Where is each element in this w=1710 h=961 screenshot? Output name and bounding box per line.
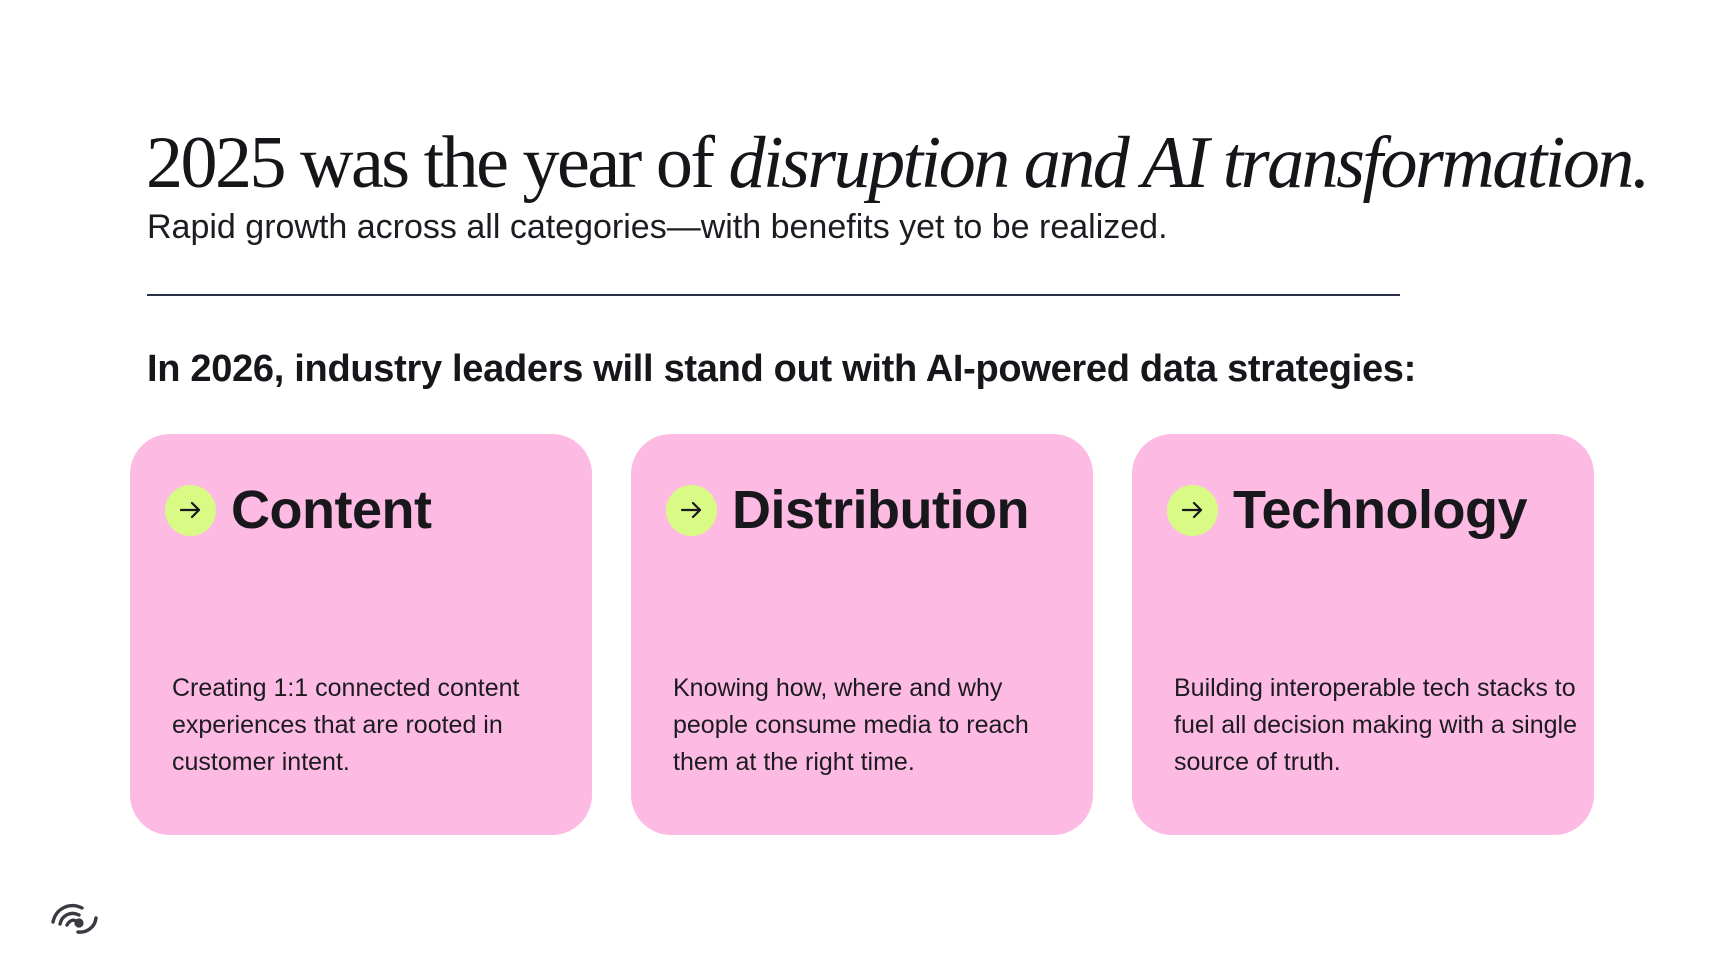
subheadline: Rapid growth across all categories—with … bbox=[147, 208, 1168, 246]
card-content: Content Creating 1:1 connected content e… bbox=[130, 434, 592, 835]
card-title: Content bbox=[231, 480, 432, 540]
headline-italic: disruption and AI transformation. bbox=[728, 122, 1650, 204]
arrow-right-icon bbox=[1167, 484, 1218, 536]
card-technology: Technology Building interoperable tech s… bbox=[1132, 434, 1594, 835]
card-header: Technology bbox=[1167, 478, 1528, 542]
headline-plain: 2025 was the year of bbox=[146, 122, 729, 204]
card-title: Distribution bbox=[732, 480, 1029, 540]
card-description: Creating 1:1 connected content experienc… bbox=[172, 674, 520, 776]
arrow-right-icon bbox=[666, 484, 717, 536]
headline: 2025 was the year of disruption and AI t… bbox=[146, 120, 1650, 206]
card-header: Content bbox=[165, 478, 432, 542]
card-title: Technology bbox=[1233, 480, 1528, 540]
divider bbox=[147, 294, 1400, 296]
card-description: Knowing how, where and why people consum… bbox=[673, 674, 1029, 776]
card-description: Building interoperable tech stacks to fu… bbox=[1174, 674, 1577, 776]
arrow-right-icon bbox=[165, 484, 216, 536]
card-header: Distribution bbox=[666, 478, 1029, 542]
signal-waves-logo-icon bbox=[50, 896, 100, 936]
card-distribution: Distribution Knowing how, where and why … bbox=[631, 434, 1093, 835]
section-heading: In 2026, industry leaders will stand out… bbox=[147, 348, 1416, 390]
